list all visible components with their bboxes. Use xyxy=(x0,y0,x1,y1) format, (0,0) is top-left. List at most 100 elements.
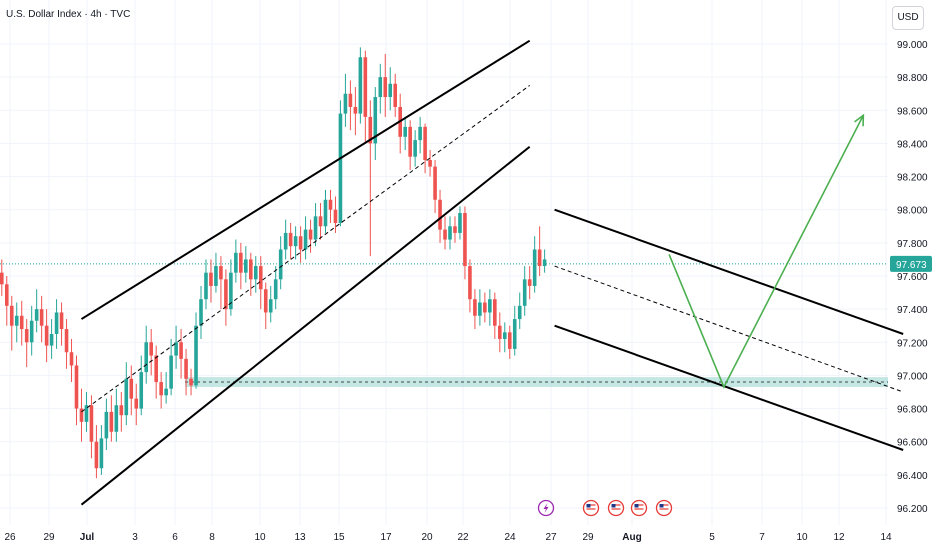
candle-body xyxy=(44,325,49,346)
candle-body xyxy=(293,236,298,247)
candle-body xyxy=(119,405,124,416)
candle-body xyxy=(443,229,447,240)
candle-body xyxy=(74,365,79,409)
candle-body xyxy=(368,116,373,144)
candle-body xyxy=(54,312,59,334)
last-price-tag-bg xyxy=(890,255,932,272)
candle-body xyxy=(537,249,542,267)
candle-body xyxy=(273,279,278,300)
candle-body xyxy=(154,355,158,383)
candle-body xyxy=(0,272,4,285)
candle-body xyxy=(343,93,348,114)
candle-body xyxy=(59,312,64,330)
candle-body xyxy=(473,299,477,316)
us-flag-icon[interactable] xyxy=(582,499,600,517)
x-tick-label: 8 xyxy=(209,532,215,543)
candle-body xyxy=(69,352,74,366)
candle-body xyxy=(104,411,109,439)
candle-body xyxy=(268,299,273,313)
rising-channel-median xyxy=(81,85,530,413)
candle-body xyxy=(19,315,24,330)
candle-body xyxy=(403,126,407,137)
candle-body xyxy=(388,83,393,98)
x-tick-label: 5 xyxy=(709,532,715,543)
us-flag-icon[interactable] xyxy=(607,499,625,517)
candle-body xyxy=(194,325,198,386)
flag-canton xyxy=(586,504,591,508)
candle-body xyxy=(378,77,383,98)
y-tick-label: 98.000 xyxy=(897,206,928,217)
projection-path xyxy=(668,114,865,389)
candle-body xyxy=(14,315,19,326)
x-tick-label: 10 xyxy=(796,532,808,543)
candle-body xyxy=(478,302,482,316)
time-axis: 26 29 Jul 3 6 8 10 13 15 17 20 22 24 27 29 Aug 5 7 10 12 14 xyxy=(4,532,892,543)
candle-body xyxy=(39,309,44,326)
candle-body xyxy=(134,398,139,409)
candle-body xyxy=(174,342,178,356)
event-icons xyxy=(537,499,673,517)
candle-body xyxy=(502,332,507,339)
candle-body xyxy=(239,252,243,273)
candle-body xyxy=(179,342,183,359)
candle-body xyxy=(363,57,368,117)
candle-body xyxy=(9,305,14,326)
candle-body xyxy=(258,266,263,290)
candle-body xyxy=(64,329,69,353)
falling-channel-upper xyxy=(554,208,904,335)
candle-body xyxy=(283,232,288,250)
last-price-value: 97.673 xyxy=(896,260,927,271)
y-tick-label: 96.400 xyxy=(897,471,928,482)
candle-body xyxy=(463,213,467,267)
support-zone xyxy=(185,377,888,388)
y-tick-label: 96.200 xyxy=(897,504,928,515)
candle-body xyxy=(34,309,39,321)
candle-body xyxy=(214,266,218,286)
candle-body xyxy=(468,266,472,300)
candlesticks xyxy=(0,47,547,479)
candle-body xyxy=(89,405,94,442)
candle-body xyxy=(94,441,99,469)
candle-body xyxy=(164,388,168,396)
candle-body xyxy=(244,259,248,273)
candle-body xyxy=(512,319,517,349)
currency-button[interactable]: USD xyxy=(892,6,924,30)
rising-channel-lower xyxy=(80,145,531,506)
flag-canton xyxy=(659,504,664,508)
flag-canton xyxy=(634,504,639,508)
x-tick-label: 17 xyxy=(380,532,392,543)
x-tick-label: 15 xyxy=(333,532,345,543)
x-tick-label: 6 xyxy=(172,532,178,543)
x-tick-label: 20 xyxy=(421,532,433,543)
y-tick-label: 97.000 xyxy=(897,371,928,382)
projection-arrowhead xyxy=(854,113,865,127)
x-tick-label: 3 xyxy=(132,532,138,543)
y-tick-label: 96.800 xyxy=(897,405,928,416)
x-tick-label: 7 xyxy=(759,532,765,543)
chart-title: U.S. Dollar Index · 4h · TVC xyxy=(6,9,131,20)
us-flag-icon[interactable] xyxy=(630,499,648,517)
candle-body xyxy=(234,252,238,273)
x-tick-label: 12 xyxy=(833,532,845,543)
candle-body xyxy=(527,279,532,286)
candle-body xyxy=(428,160,432,167)
candle-body xyxy=(507,332,512,349)
y-tick-label: 97.800 xyxy=(897,239,928,250)
candle-body xyxy=(49,334,54,346)
candle-body xyxy=(4,284,9,306)
us-flag-icon[interactable] xyxy=(655,499,673,517)
candle-body xyxy=(109,411,114,432)
candle-body xyxy=(458,213,462,233)
candle-body xyxy=(169,355,173,389)
candle-body xyxy=(84,405,89,422)
y-tick-label: 97.600 xyxy=(897,272,928,283)
candle-body xyxy=(323,199,328,227)
candle-body xyxy=(24,329,29,343)
candle-body xyxy=(189,378,193,386)
candle-body xyxy=(383,77,388,98)
x-tick-label: Jul xyxy=(80,532,95,543)
x-tick-label: 29 xyxy=(43,532,55,543)
candle-body xyxy=(199,299,203,326)
candle-body xyxy=(522,279,527,306)
